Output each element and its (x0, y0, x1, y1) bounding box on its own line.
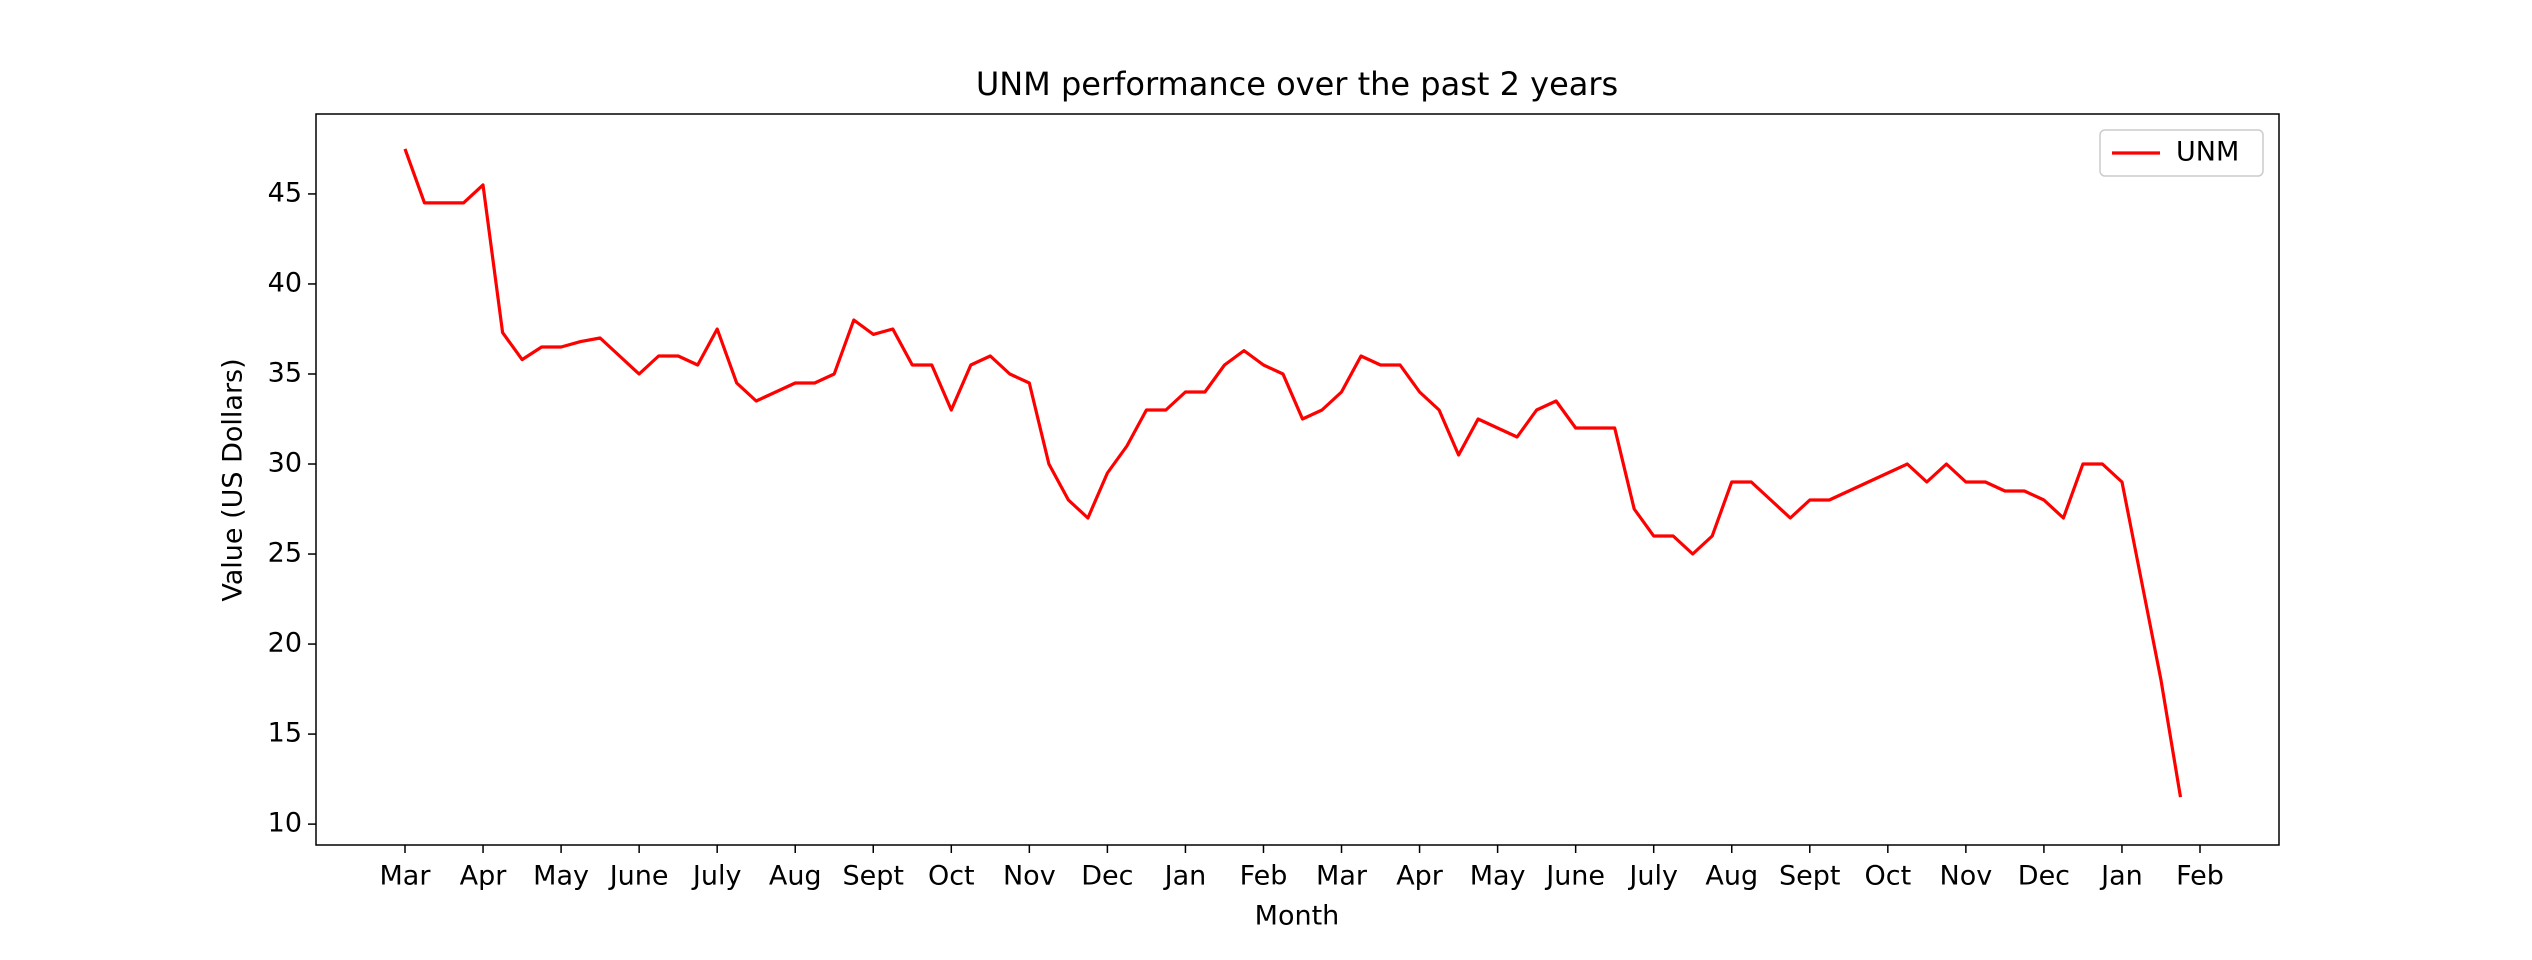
x-tick-label: Dec (2018, 861, 2070, 892)
x-tick-label: June (1544, 861, 1605, 892)
y-tick-label: 10 (268, 808, 302, 839)
y-axis-label: Value (US Dollars) (218, 358, 249, 601)
y-tick-label: 25 (268, 538, 302, 569)
x-tick-label: Aug (769, 861, 822, 892)
x-tick-label: Mar (1316, 861, 1368, 892)
y-tick-label: 40 (268, 267, 302, 298)
plot-frame (315, 113, 2280, 846)
series-line (403, 148, 2183, 798)
x-tick-label: July (1627, 861, 1678, 892)
x-tick-label: Jan (2099, 861, 2143, 892)
x-tick-label: Apr (460, 861, 508, 892)
x-tick-label: Oct (928, 861, 975, 892)
y-tick-label: 45 (268, 177, 302, 208)
legend-box (2099, 129, 2264, 177)
x-tick-label: Feb (2176, 861, 2224, 892)
y-tick-label: 20 (268, 628, 302, 659)
x-tick-label: July (691, 861, 742, 892)
x-axis-label: Month (1255, 901, 1340, 932)
x-tick-label: Jan (1163, 861, 1207, 892)
x-tick-label: June (608, 861, 669, 892)
x-tick-label: May (1470, 861, 1526, 892)
y-tick-label: 15 (268, 718, 302, 749)
x-tick-label: Dec (1081, 861, 1133, 892)
x-tick-label: Oct (1864, 861, 1911, 892)
x-tick-label: Apr (1396, 861, 1444, 892)
y-tick-label: 35 (268, 357, 302, 388)
x-tick-label: Aug (1705, 861, 1758, 892)
x-tick-label: Sept (843, 861, 904, 892)
x-tick-label: Sept (1779, 861, 1840, 892)
x-tick-label: May (533, 861, 589, 892)
x-tick-label: Mar (380, 861, 432, 892)
y-tick-label: 30 (268, 448, 302, 479)
x-tick-label: Nov (1940, 861, 1993, 892)
x-tick-label: Nov (1003, 861, 1056, 892)
chart-title: UNM performance over the past 2 years (976, 65, 1618, 103)
legend-label: UNM (2176, 137, 2239, 168)
x-tick-label: Feb (1240, 861, 1288, 892)
